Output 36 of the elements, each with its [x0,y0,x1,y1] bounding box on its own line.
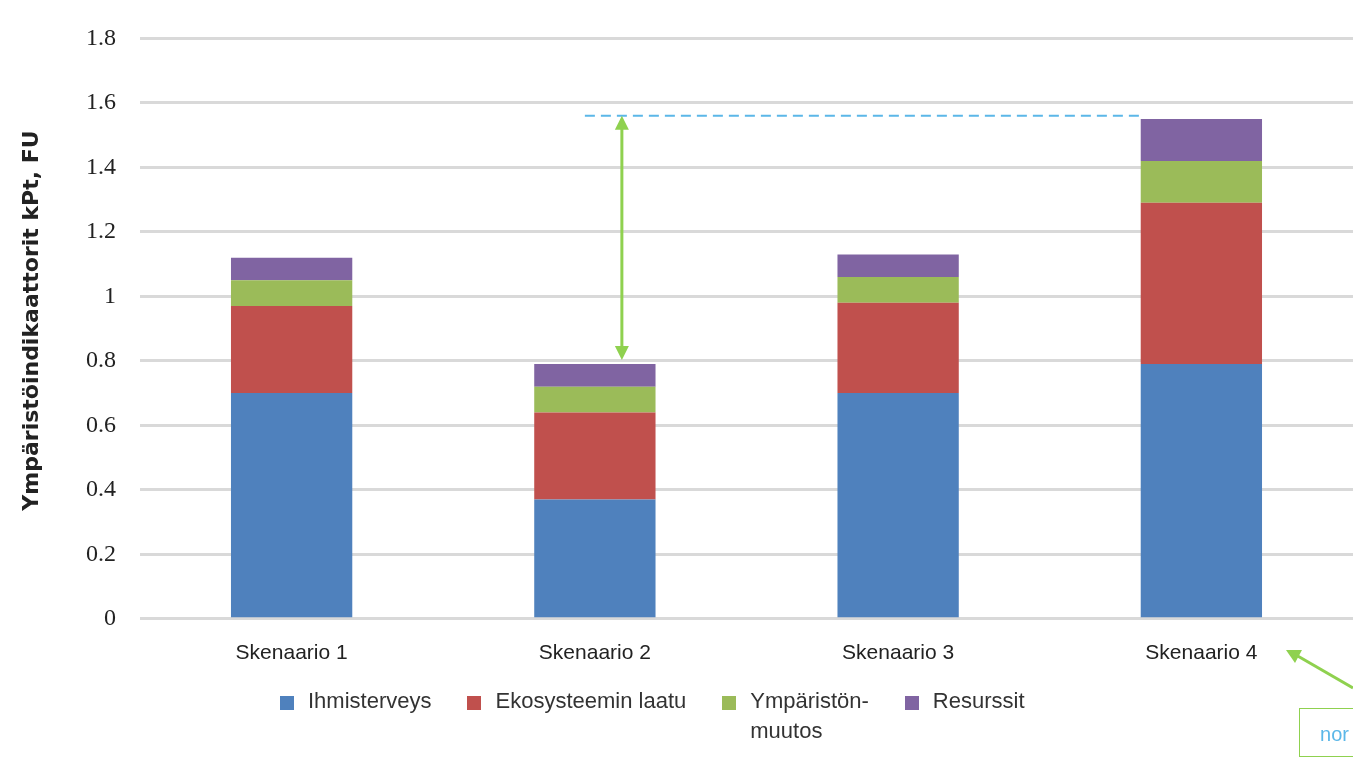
y-tick-label: 0.6 [86,410,116,437]
text: nor [1299,708,1353,757]
y-tick-label: 1.8 [86,23,116,50]
y-tick-label: 1.6 [86,88,116,115]
y-tick-label: 1.4 [86,152,116,179]
x-tick-label: Skenaario 2 [538,640,651,664]
bar [1140,119,1263,161]
y-tick-label: 0 [104,604,116,631]
y-axis-title: Ympäristöindikaattorit kPt, FU [17,129,43,511]
x-tick-label: Skenaario 3 [842,640,955,664]
x-tick-label: Skenaario 1 [235,640,348,664]
y-tick-label: 1 [104,281,116,308]
legend-label: Ympäristön-muutos [750,687,869,745]
bar [837,277,959,303]
y-tick-label: 0.4 [86,475,116,502]
bar [837,254,959,278]
bar [534,412,656,500]
bar [837,393,959,618]
bar [1140,202,1263,365]
y-tick-label: 0.8 [86,346,116,373]
x-tick-label: Skenaario 4 [1145,640,1258,664]
bar [230,257,353,281]
legend-label: Ihmisterveys [308,687,432,715]
bar [230,306,353,394]
bar [534,386,656,413]
bar [230,393,353,618]
bar [534,499,656,618]
legend-label: Resurssit [932,687,1025,715]
bar [534,364,656,387]
bar [1140,160,1263,203]
bar [230,280,353,307]
y-tick-label: 0.2 [86,539,116,566]
y-tick-label: 1.2 [86,217,116,244]
bar [1140,364,1263,618]
bar [837,302,959,394]
legend-label: Ekosysteemin laatu [495,687,687,715]
